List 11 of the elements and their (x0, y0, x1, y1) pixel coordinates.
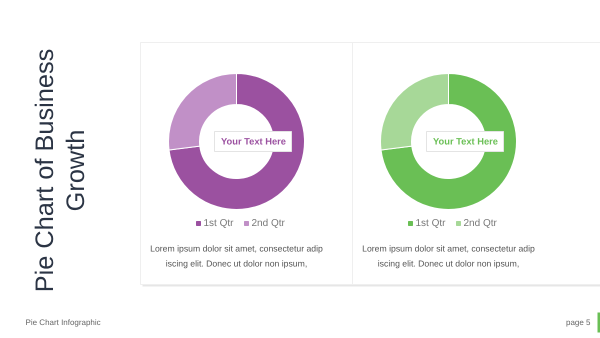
legend-label: 1st Qtr (204, 218, 234, 229)
text: page 5 (566, 318, 592, 327)
text: Pie Chart of Business Growth (31, 48, 90, 292)
text: Your Text Here (221, 136, 286, 146)
legend-label: 1st Qtr (416, 218, 446, 229)
text: Your Text Here (433, 136, 498, 146)
text: Lorem ipsum dolor sit amet, consectetur adip iscing elit. Donec ut dolor non ipsum, (150, 244, 324, 268)
legend-label: 2nd Qtr (252, 218, 286, 229)
legend-label: 2nd Qtr (464, 218, 498, 229)
text: Lorem ipsum dolor sit amet, consectetur adip iscing elit. Donec ut dolor non ipsum, (362, 244, 536, 268)
text: Pie Chart Infographic (26, 318, 101, 327)
